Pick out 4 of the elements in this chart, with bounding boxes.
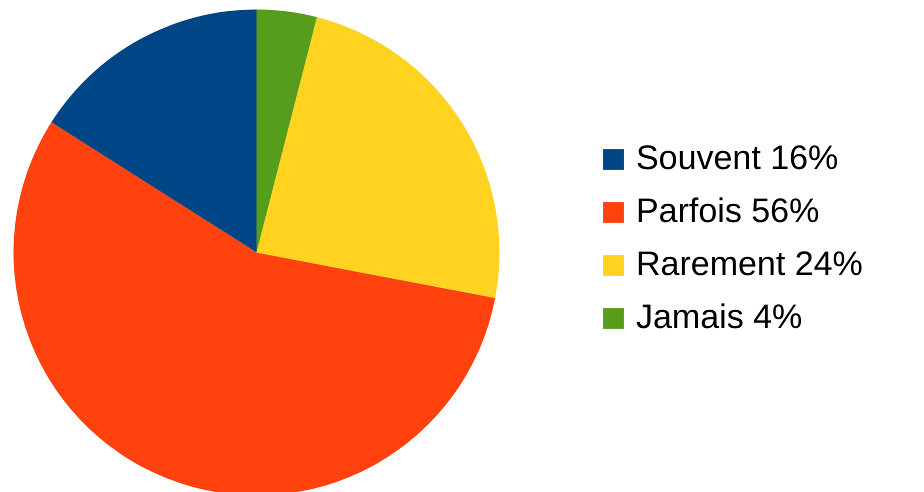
legend-label: Parfois 56%	[636, 192, 820, 231]
legend-label: Rarement 24%	[636, 245, 863, 284]
legend-label: Souvent 16%	[636, 139, 838, 178]
legend-label: Jamais 4%	[636, 298, 802, 337]
